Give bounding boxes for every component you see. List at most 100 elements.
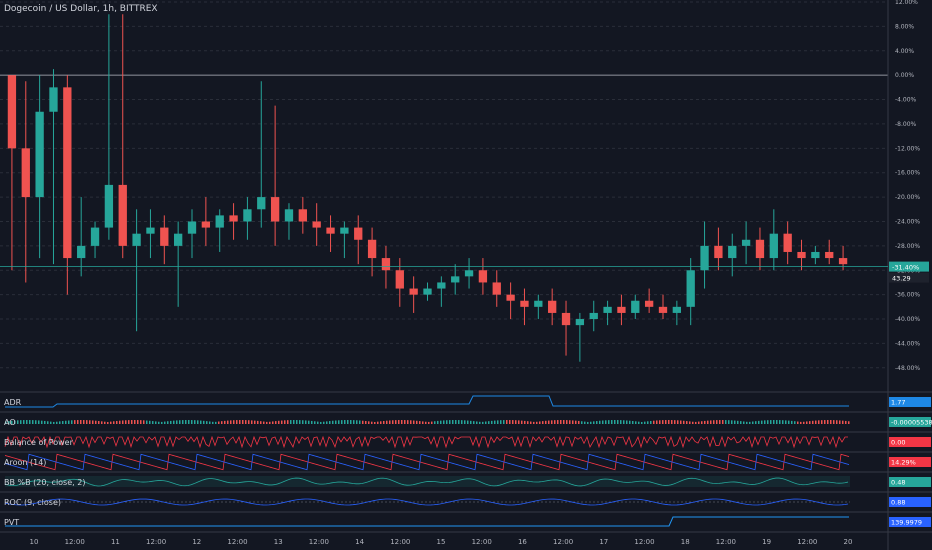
ao-bar [788,420,790,424]
candle-body [548,300,557,313]
x-tick-label: 12:00 [472,538,492,546]
aroon-up-line [4,453,850,471]
ao-bar [428,421,430,424]
ao-bar [692,421,694,424]
ao-bar [92,420,94,424]
ao-bar [383,420,385,424]
ao-bar [506,420,508,424]
pane-value-label: 1.77 [891,399,905,407]
candle-body [35,111,44,198]
candle-body [174,233,183,246]
ao-bar [530,421,532,424]
ao-bar [362,420,364,424]
ao-bar [521,420,523,424]
x-tick-label: 12:00 [797,538,817,546]
candle-body [797,251,806,259]
ao-bar [740,421,742,424]
ao-bar [53,421,55,424]
pvt-line [5,516,849,527]
candle-body [437,282,446,289]
ao-bar [407,420,409,424]
ao-bar [164,421,166,424]
ao-bar [791,420,793,424]
candle-body [146,227,155,234]
ao-bar [437,420,439,424]
price-tick-label: -40.00% [895,316,920,323]
ao-bar [803,421,805,424]
ao-bar [257,420,259,424]
ao-bar [254,420,256,424]
ao-bar [593,421,595,424]
ao-bar [482,421,484,424]
candle-body [49,87,58,112]
ao-bar [443,420,445,424]
ao-bar [320,421,322,424]
ao-bar [452,420,454,424]
ao-bar [149,420,151,424]
pane-value-label: 139.9979 [891,519,922,527]
candle-body [257,197,266,210]
ao-bar [491,420,493,424]
ao-bar [629,420,631,424]
ao-bar [392,420,394,424]
current-pct-badge [889,261,929,272]
price-tick-label: -48.00% [895,365,920,372]
ao-bar [26,420,28,424]
ao-bar [824,420,826,424]
ao-bar [221,421,223,424]
ao-bar [533,421,535,424]
ao-bar [497,420,499,424]
x-tick-label: 13 [274,538,283,546]
price-tick-label: 12.00% [895,0,918,6]
candle-body [492,282,501,295]
ao-bar [755,421,757,424]
ao-bar [338,420,340,424]
ao-bar [668,420,670,424]
candle-body [631,300,640,313]
ao-bar [122,420,124,424]
price-tick-label: -16.00% [895,170,920,177]
pane-value-badge [889,437,931,447]
ao-bar [524,420,526,424]
ao-bar [698,421,700,424]
ao-bar [827,420,829,424]
ao-bar [554,420,556,424]
price-tick-label: -36.00% [895,292,920,299]
ao-bar [422,421,424,424]
ao-bar [20,420,22,424]
ao-bar [326,421,328,424]
ao-bar [584,421,586,424]
ao-bar [374,421,376,424]
candle-body [395,270,404,289]
ao-bar [131,420,133,424]
ao-bar [110,421,112,424]
ao-bar [662,420,664,424]
ao-bar [98,421,100,424]
ao-bar [440,420,442,424]
x-tick-label: 17 [599,538,608,546]
candle-body [229,215,238,222]
ao-bar [569,420,571,424]
ao-bar [800,421,802,424]
pane-value-badge [889,517,931,527]
pane-label-pvt: PVT [4,518,20,527]
x-tick-label: 14 [355,538,364,546]
pane-label-ao: AO [4,418,16,427]
ao-bar [695,421,697,424]
ao-bar [590,421,592,424]
ao-bar [461,420,463,424]
candle-body [838,258,848,265]
candle-body [201,221,211,228]
ao-bar [371,421,373,424]
ao-bar [347,420,349,424]
candle-body [340,227,349,234]
ao-bar [722,420,724,424]
ao-bar [626,420,628,424]
ao-bar [419,421,421,424]
ao-bar [47,421,49,424]
ao-bar [194,420,196,424]
candle-body [769,233,778,259]
ao-bar [746,421,748,424]
ao-bar [776,420,778,424]
ao-bar [161,421,163,424]
